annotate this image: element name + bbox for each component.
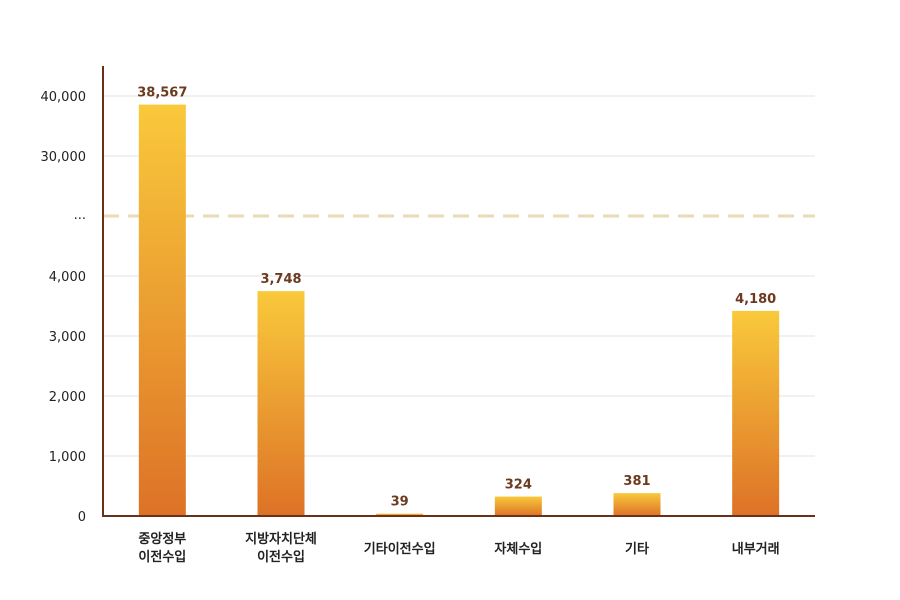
bar <box>376 513 424 516</box>
y-tick-label: 0 <box>78 510 86 525</box>
data-label: 3,748 <box>260 272 301 287</box>
bar <box>138 104 186 517</box>
x-tick-label: 내부거래 <box>732 541 780 557</box>
gridlines <box>103 95 815 457</box>
axes <box>102 66 815 517</box>
data-label: 324 <box>505 478 532 493</box>
y-tick-label: 30,000 <box>41 150 87 165</box>
y-tick-break-label: ... <box>74 208 86 223</box>
x-tick-label: 기타 <box>625 541 649 557</box>
data-label: 381 <box>623 474 650 489</box>
x-tick-label: 중앙정부 이전수입 <box>138 531 186 565</box>
bar <box>494 496 542 516</box>
y-tick-label: 2,000 <box>49 390 86 405</box>
data-label: 4,180 <box>735 292 776 307</box>
bars <box>138 104 780 517</box>
y-tick-label: 4,000 <box>49 270 86 285</box>
y-tick-label: 40,000 <box>41 90 87 105</box>
x-tick-label: 기타이전수입 <box>364 541 436 557</box>
bar <box>613 493 661 516</box>
labels: 0 1,000 2,000 3,000 4,000 30,000 40,000... 38,5… <box>41 86 780 565</box>
data-label: 39 <box>391 495 409 510</box>
x-tick-label: 자체수입 <box>494 542 542 557</box>
y-tick-label: 1,000 <box>49 450 86 465</box>
y-tick-label: 3,000 <box>49 330 86 345</box>
x-tick-label: 지방자치단체 이전수입 <box>245 531 317 565</box>
bar <box>257 291 305 516</box>
bar <box>732 310 780 516</box>
data-label: 38,567 <box>137 86 187 101</box>
